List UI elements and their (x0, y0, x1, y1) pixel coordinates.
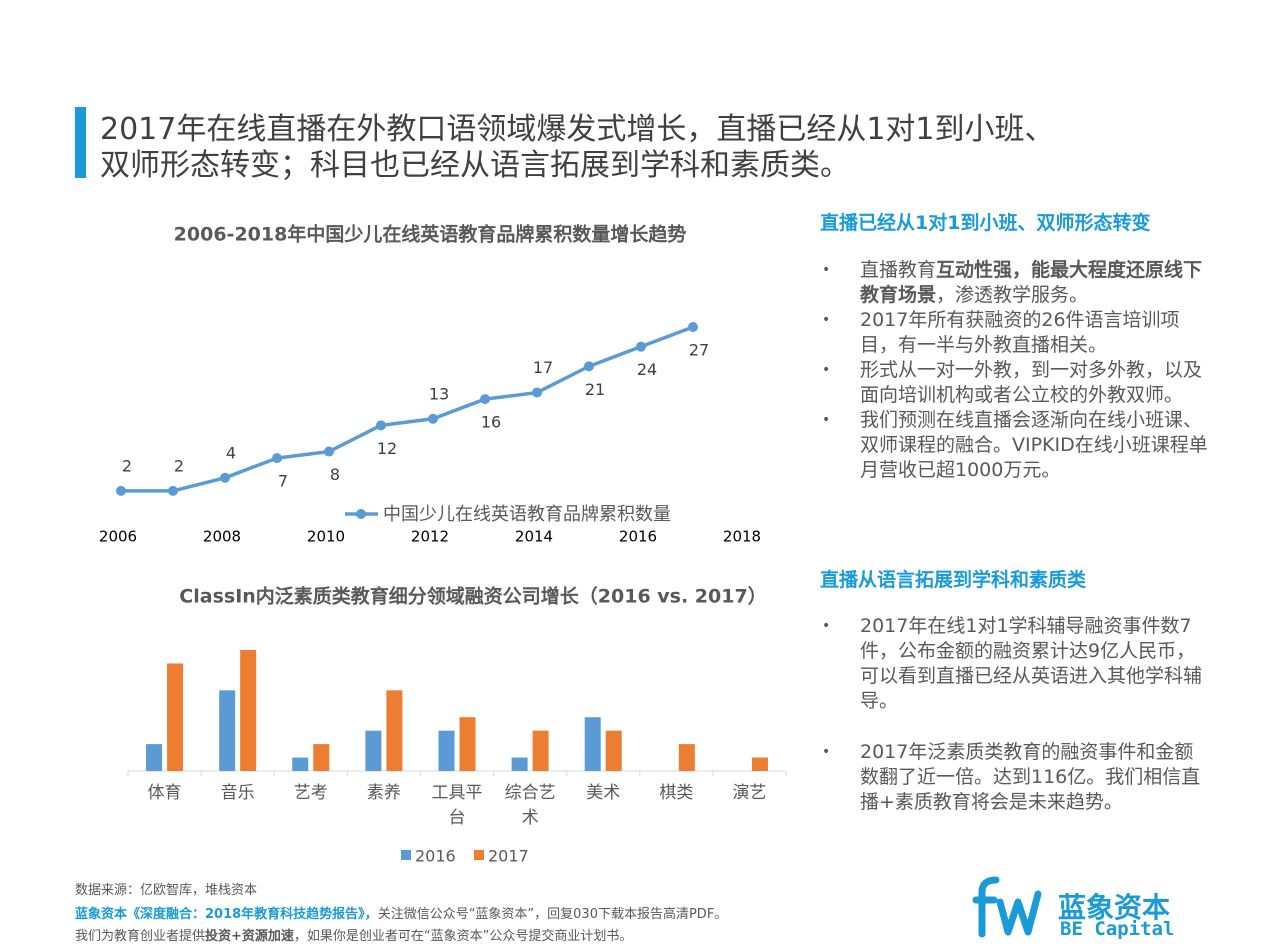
title: 2017年在线直播在外教口语领域爆发式增长，直播已经从1对1到小班、 (100, 112, 1055, 147)
text: 我们为教育创业者提供 (75, 929, 206, 944)
text: ，如果你是创业者可在“蓝象资本”公众号提交商业计划书。 (293, 929, 633, 944)
x-tick-label: 音乐 (220, 783, 255, 803)
bar (678, 744, 695, 771)
bar (167, 663, 184, 771)
data-label: 17 (533, 358, 553, 377)
x-tick-label: 2008 (203, 528, 241, 546)
data-label: 4 (226, 443, 236, 462)
footer-line: 我们为教育创业者提供投资+资源加速，如果你是创业者可在“蓝象资本”公众号提交商业… (75, 925, 632, 944)
data-label: 24 (637, 360, 657, 379)
point (584, 361, 594, 372)
x-tick-label: 2014 (515, 528, 553, 546)
bar (438, 730, 455, 771)
bar (240, 650, 257, 771)
chart-title: ClassIn内泛素质类教育细分领域融资公司增长（2016 vs. 2017） (179, 585, 766, 608)
data-label: 8 (330, 465, 340, 484)
legend-label: 2017 (488, 847, 529, 866)
data-label: 16 (481, 413, 501, 432)
section-heading: 直播已经从1对1到小班、双师形态转变 (820, 212, 1151, 234)
x-tick-label: 2006 (99, 528, 137, 546)
data-label: 27 (689, 341, 709, 360)
x-tick-label: 棋类 (659, 783, 694, 803)
legend-swatch (401, 850, 411, 860)
data-label: 2 (122, 456, 132, 475)
x-tick-label: 美术 (586, 783, 621, 803)
section-heading: 直播从语言拓展到学科和素质类 (820, 569, 1087, 591)
point (116, 485, 126, 496)
logo-english: BE Capital (1060, 918, 1175, 940)
point (272, 453, 282, 464)
x-tick-label: 工具平台 (431, 783, 483, 828)
bullet-list: 2017年在线1对1学科辅导融资事件数7件，公布金额的融资累计达9亿人民币，可以… (820, 614, 1210, 815)
source: 数据来源：亿欧智库，堆栈资本 (75, 883, 258, 898)
x-tick-label: 2016 (619, 528, 657, 546)
text: 关注微信公众号“蓝象资本”，回复030下载本报告高清PDF。 (377, 907, 728, 922)
charts: 2006-2018年中国少儿在线英语教育品牌累积数量增长趋势 2006 2008 20… (99, 223, 787, 866)
bar (511, 757, 528, 771)
x-tick-label: 体育 (147, 783, 182, 803)
bar (532, 730, 549, 771)
footer-line: 蓝象资本《深度融合：2018年教育科技趋势报告》，关注微信公众号“蓝象资本”，回… (75, 903, 727, 922)
bar (365, 730, 382, 771)
data-label: 2 (174, 456, 184, 475)
point (376, 420, 386, 431)
bar (146, 744, 163, 771)
point (636, 341, 646, 352)
bold-text: 投资+资源加速 (205, 929, 294, 944)
bar (584, 717, 601, 771)
point (480, 394, 490, 405)
bold-text: 互动性强，能最大程度还原线下教育场景 (860, 259, 1203, 306)
legend-swatch (474, 850, 484, 860)
logo-name: 蓝象资本 (1058, 891, 1171, 924)
x-tick-label: 2018 (723, 528, 761, 546)
point (324, 446, 334, 457)
series-line (121, 325, 694, 493)
bar (386, 690, 403, 771)
point (532, 387, 542, 398)
bar (219, 690, 236, 771)
text: 直播教育 (860, 259, 937, 281)
bullet: 形式从一对一外教，到一对多外教，以及面向培训机构或者公立校的外教双师。 (820, 358, 1210, 408)
bullet: 直播教育互动性强，能最大程度还原线下教育场景，渗透教学服务。 (820, 258, 1210, 308)
legend-label: 2016 (415, 847, 456, 866)
text: ，渗透教学服务。 (936, 284, 1089, 306)
bar (751, 757, 768, 771)
x-tick-label: 综合艺术 (504, 783, 556, 828)
data-label: 21 (585, 380, 605, 399)
bullet: 我们预测在线直播会逐渐向在线小班课、双师课程的融合。VIPKID在线小班课程单月… (820, 408, 1210, 483)
x-tick-label: 演艺 (732, 783, 767, 803)
point (688, 322, 698, 332)
legend-marker (356, 509, 366, 519)
point (220, 472, 230, 483)
data-label: 7 (278, 472, 288, 491)
x-tick-label: 2010 (307, 528, 345, 546)
bar (292, 757, 309, 771)
bullet: 2017年泛素质类教育的融资事件和金额数翻了近一倍。达到116亿。我们相信直播+… (820, 740, 1210, 815)
data-label: 12 (377, 439, 397, 458)
bar (313, 744, 330, 771)
report: 蓝象资本《深度融合：2018年教育科技趋势报告》， (75, 907, 378, 922)
bullet: 2017年在线1对1学科辅导融资事件数7件，公布金额的融资累计达9亿人民币，可以… (820, 614, 1210, 714)
point (168, 485, 178, 496)
logo-icon (972, 876, 1042, 938)
title: 双师形态转变；科目也已经从语言拓展到学科和素质类。 (100, 148, 850, 183)
bullet: 2017年所有获融资的26件语言培训项目，有一半与外教直播相关。 (820, 308, 1210, 358)
chart-title: 2006-2018年中国少儿在线英语教育品牌累积数量增长趋势 (174, 223, 687, 246)
bar (605, 730, 622, 771)
title-bar (75, 107, 86, 178)
x-tick-label: 素养 (366, 783, 401, 803)
data-label: 13 (429, 384, 449, 403)
bar (459, 717, 476, 771)
x-tick-label: 2012 (411, 528, 449, 546)
x-tick-label: 艺考 (293, 783, 328, 803)
legend-label: 中国少儿在线英语教育品牌累积数量 (383, 504, 671, 525)
point (428, 413, 438, 424)
bullet-list: 直播教育互动性强，能最大程度还原线下教育场景，渗透教学服务。 2017年所有获融… (820, 258, 1210, 483)
